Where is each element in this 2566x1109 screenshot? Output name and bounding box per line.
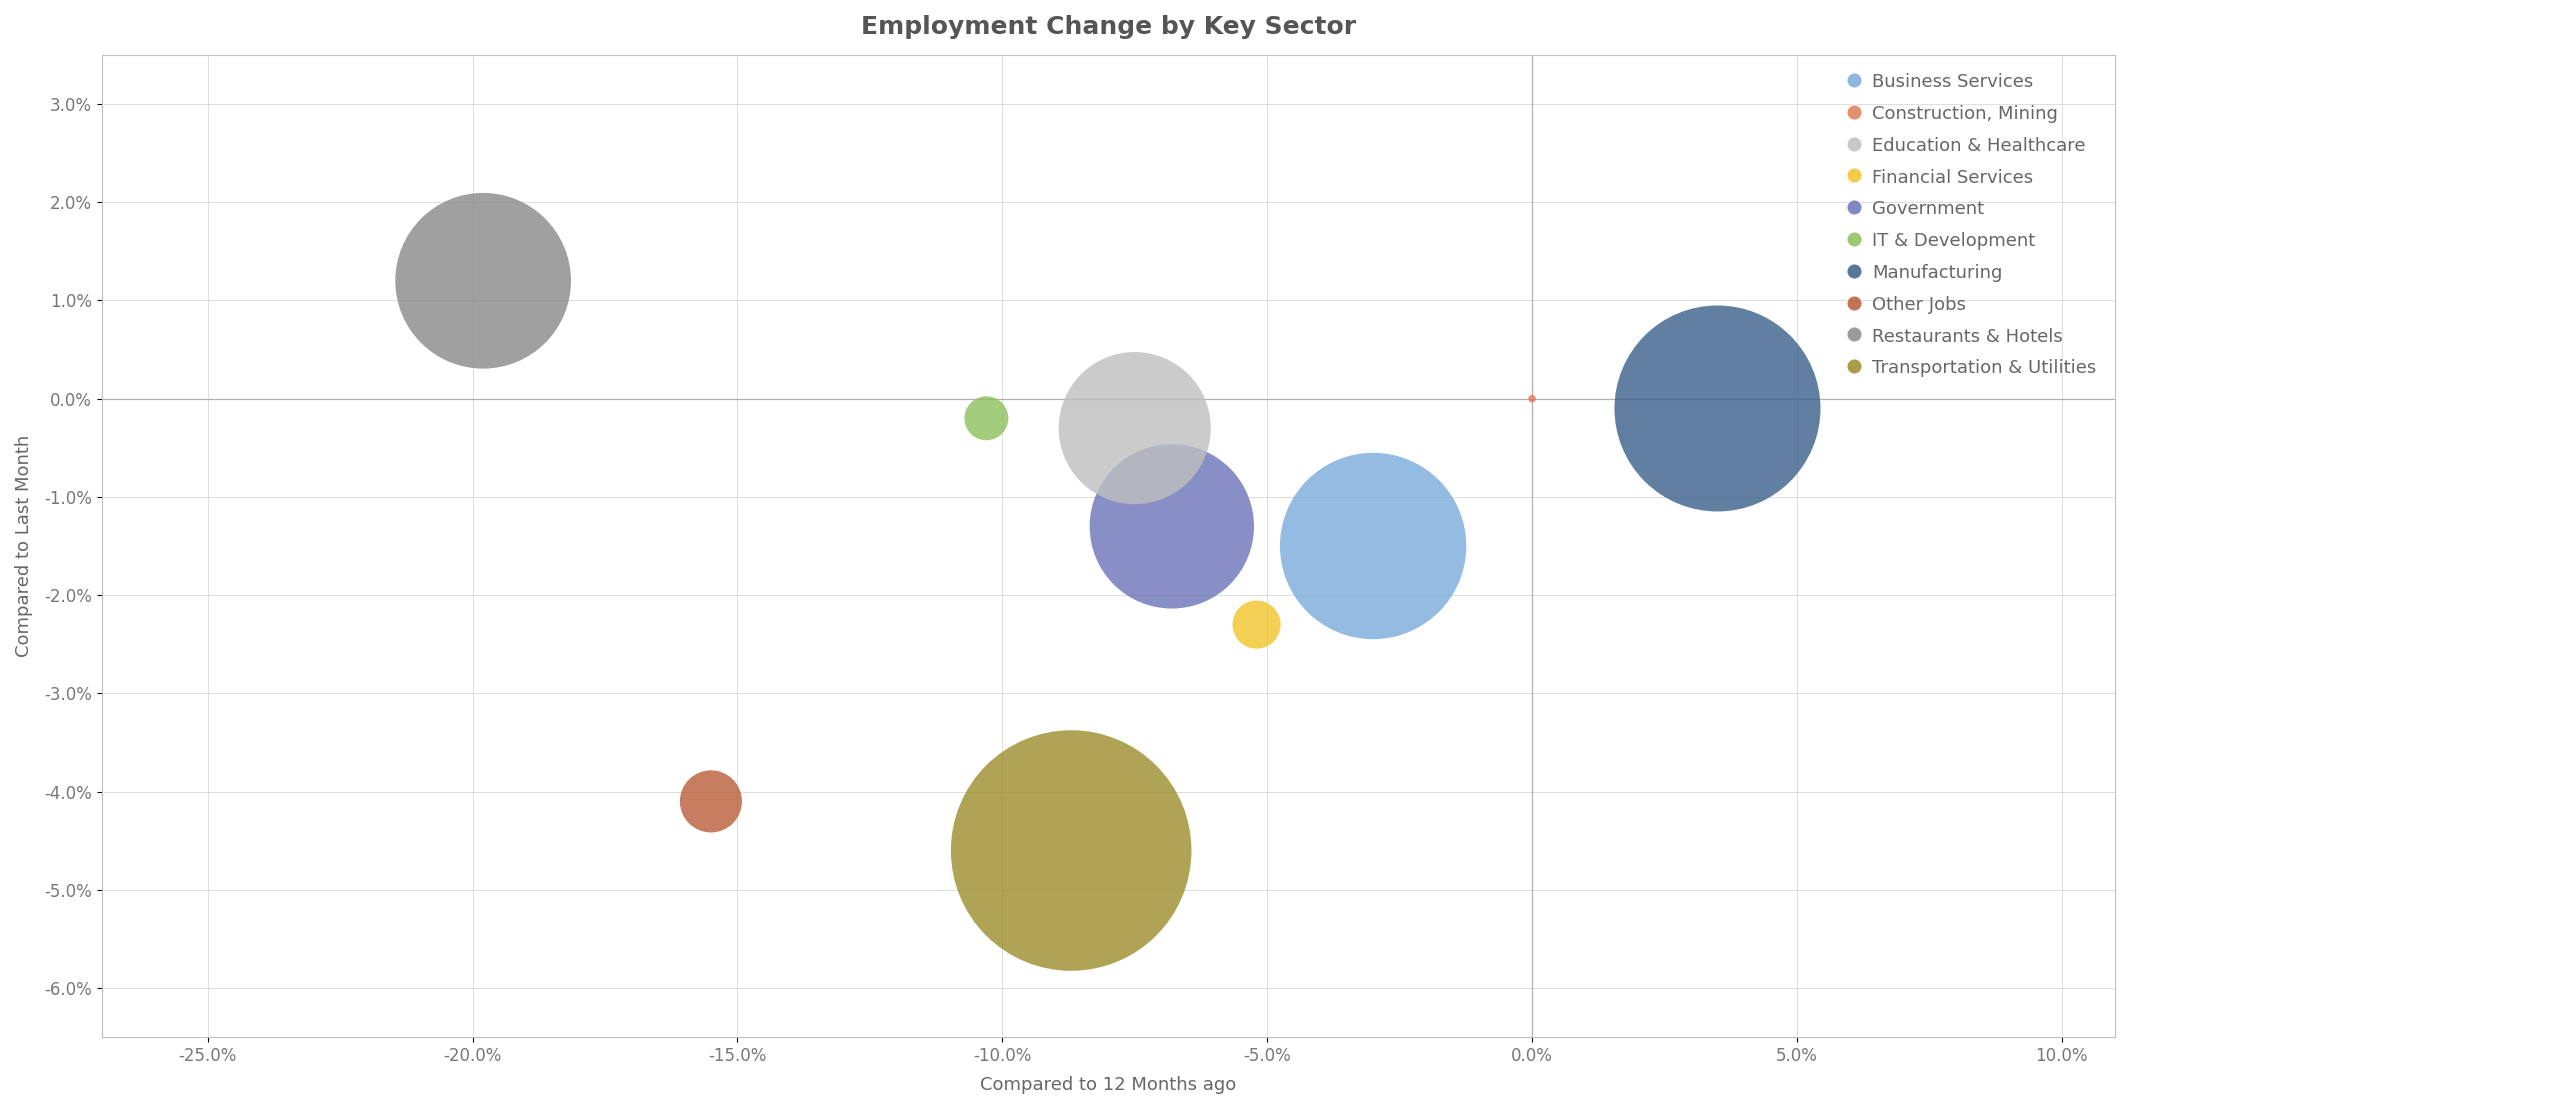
Point bbox=[965, 409, 1006, 427]
Point bbox=[462, 272, 503, 289]
Point bbox=[1152, 518, 1193, 536]
Point bbox=[1511, 389, 1552, 407]
Point bbox=[1352, 537, 1393, 554]
Point bbox=[1049, 842, 1091, 859]
Point bbox=[1237, 615, 1278, 633]
Title: Employment Change by Key Sector: Employment Change by Key Sector bbox=[860, 16, 1355, 39]
Legend: Business Services, Construction, Mining, Education & Healthcare, Financial Servi: Business Services, Construction, Mining,… bbox=[1837, 64, 2107, 386]
Point bbox=[1114, 419, 1155, 437]
Point bbox=[1696, 399, 1737, 417]
Point bbox=[690, 793, 731, 811]
Y-axis label: Compared to Last Month: Compared to Last Month bbox=[15, 435, 33, 658]
X-axis label: Compared to 12 Months ago: Compared to 12 Months ago bbox=[980, 1076, 1237, 1093]
